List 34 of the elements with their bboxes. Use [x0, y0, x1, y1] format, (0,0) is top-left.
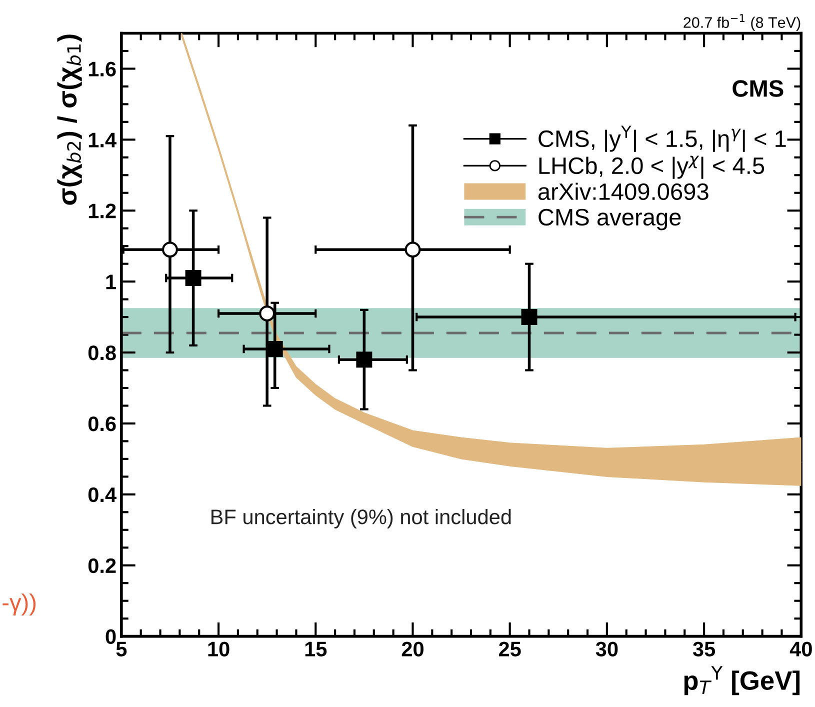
y-axis-title: σ(χ$_{b2}$) / σ(χ$_{b1}$)	[57, 34, 82, 205]
point	[162, 242, 178, 258]
y-tick-label: 1.4	[88, 132, 116, 148]
legend-label: LHCb, 2.0 < |y$^{χ}$| < 4.5	[539, 156, 764, 179]
point	[185, 270, 202, 286]
x-tick-label: 25	[498, 642, 521, 656]
text: 20.7 fb$^{−1}$ (8 TeV)	[684, 14, 800, 31]
text: -γ))	[2, 593, 36, 616]
y-tick-label: 1.2	[88, 204, 116, 218]
legend-label: arXiv:1409.0693	[538, 182, 708, 200]
point	[404, 242, 421, 258]
x-tick-label: 35	[692, 642, 716, 656]
y-tick-label: 0.6	[88, 416, 116, 432]
point	[521, 309, 538, 326]
legend-label: CMS, |y$^{Υ}$| < 1.5, |η$^{γ}$| < 1	[538, 126, 786, 152]
x-tick-label: 10	[208, 642, 230, 656]
y-tick-label: 0.4	[88, 487, 116, 502]
x-tick-label: 40	[790, 642, 812, 656]
legend-label: CMS average	[538, 208, 681, 230]
y-tick-label: 0.8	[88, 346, 116, 360]
y-tick-label: 0.2	[88, 558, 116, 574]
x-tick-label: 20	[402, 642, 424, 656]
annotation: BF uncertainty (9%) not included	[212, 508, 511, 528]
x-tick-label: 15	[305, 642, 327, 656]
x-axis-title: p$_{T}$$^{Υ}$ [GeV]	[684, 666, 800, 696]
x-tick-label: 30	[596, 642, 618, 656]
y-tick-label: 1	[106, 274, 116, 290]
y-tick-label: 1.6	[88, 62, 116, 76]
y-tick-label: 0	[106, 629, 116, 644]
point	[259, 305, 276, 322]
annotation: CMS	[732, 80, 784, 97]
x-tick-label: 5	[116, 642, 127, 656]
point	[266, 340, 283, 357]
point	[356, 352, 372, 368]
